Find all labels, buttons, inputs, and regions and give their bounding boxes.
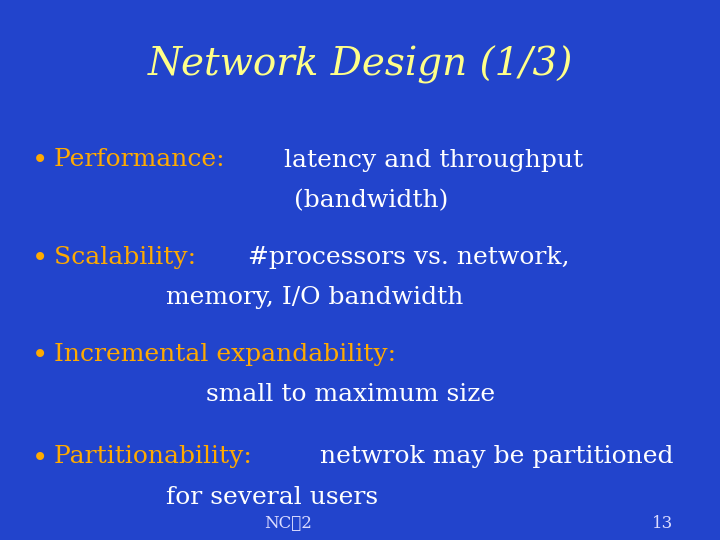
Text: Partitionability:: Partitionability: [54,446,260,469]
Text: small to maximum size: small to maximum size [54,383,495,407]
Text: (bandwidth): (bandwidth) [54,189,449,212]
Text: •: • [32,446,48,472]
Text: •: • [32,246,48,273]
Text: Performance:: Performance: [54,148,233,172]
Text: Network Design (1/3): Network Design (1/3) [148,45,572,84]
Text: Scalability:: Scalability: [54,246,204,269]
Text: netwrok may be partitioned: netwrok may be partitioned [320,446,673,469]
Text: •: • [32,148,48,176]
Text: NC論2: NC論2 [264,515,312,532]
Text: for several users: for several users [54,486,378,509]
Text: Incremental expandability:: Incremental expandability: [54,343,396,366]
Text: •: • [32,343,48,370]
Text: latency and throughput: latency and throughput [284,148,584,172]
Text: #processors vs. network,: #processors vs. network, [248,246,570,269]
Text: 13: 13 [652,515,673,532]
Text: memory, I/O bandwidth: memory, I/O bandwidth [54,286,464,309]
